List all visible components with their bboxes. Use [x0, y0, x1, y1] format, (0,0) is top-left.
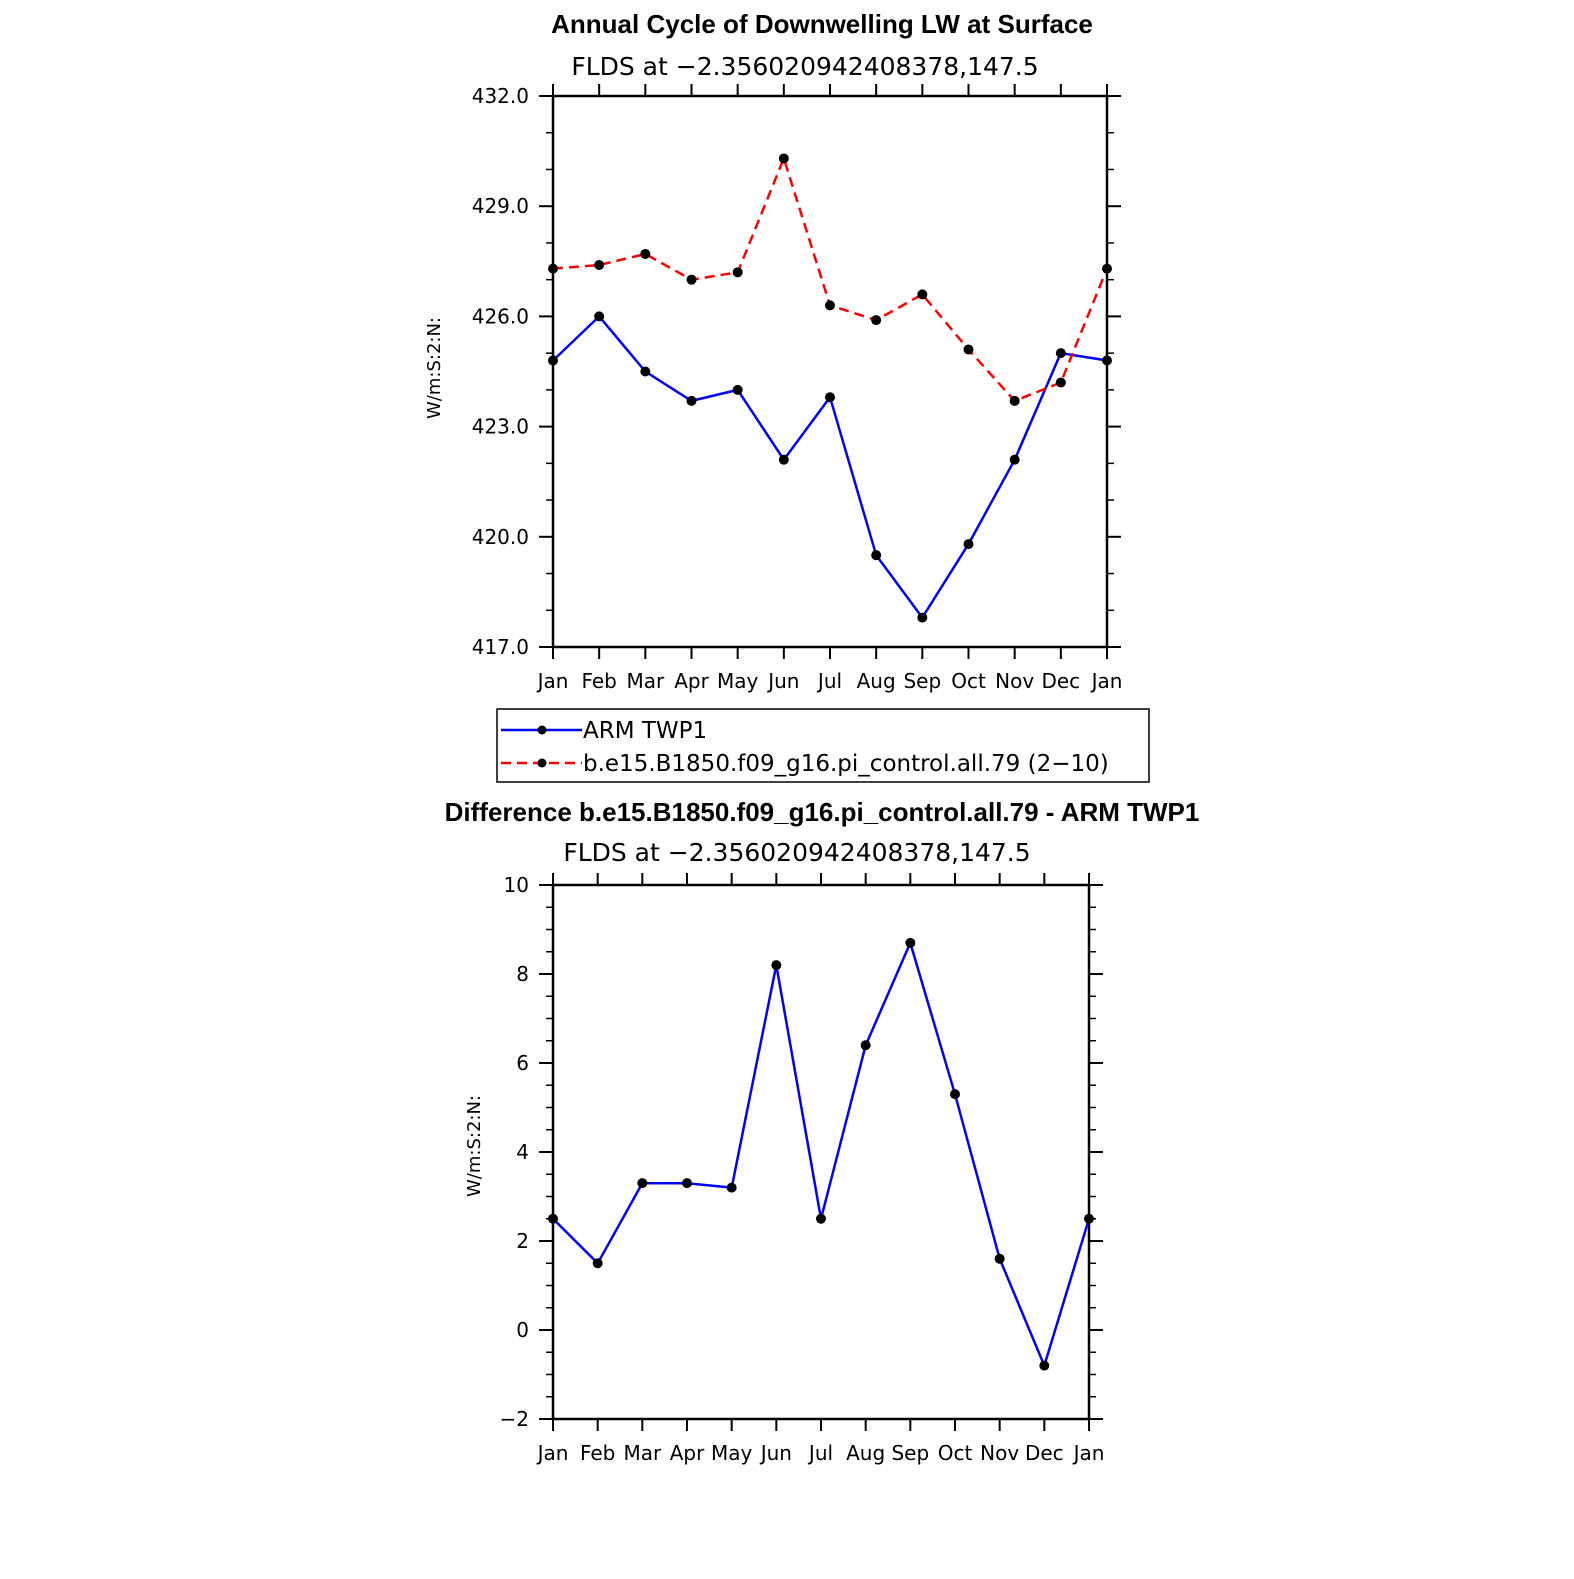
legend-marker-arm: [537, 725, 547, 735]
legend-label-model: b.e15.B1850.f09_g16.pi_control.all.79 (2…: [583, 751, 1109, 777]
chart-2-series-1-point: [905, 937, 916, 948]
chart-1-series-2-point: [871, 315, 882, 326]
chart-2-series-1-point: [816, 1213, 826, 1224]
chart-1-series-1-point: [686, 395, 697, 406]
chart-2-series-1-point: [1084, 1213, 1094, 1224]
chart-1-xtick-label: Jul: [816, 669, 842, 693]
chart-2-series-1-point: [994, 1253, 1005, 1264]
legend-box: [496, 708, 1150, 783]
chart-2-series-1-point: [771, 960, 782, 971]
chart-1-series-2-point: [640, 248, 651, 259]
chart-1-ytick-label: 417.0: [472, 635, 529, 659]
chart-1-series-2-point: [548, 263, 558, 274]
chart-1-series-2-point: [594, 259, 605, 270]
chart-2-ytick-label: 8: [516, 962, 529, 986]
chart-2-series-1-point: [726, 1182, 737, 1193]
chart-1-series-2-point: [1009, 395, 1020, 406]
chart-2-subtitle: FLDS at −2.356020942408378,147.5: [563, 838, 1030, 867]
chart-1-series-1-point: [963, 539, 974, 550]
chart-1-series-1-point: [1009, 454, 1020, 465]
chart-2-xtick-label: Aug: [846, 1441, 885, 1465]
chart-2-xtick-label: Jul: [807, 1441, 833, 1465]
chart-1-series-2-line: [552, 157, 1109, 403]
chart-1-ytick-label: 426.0: [472, 304, 529, 328]
chart-1-series-1-point: [825, 392, 835, 403]
chart-1-xtick-label: May: [717, 669, 759, 693]
chart-1-series-1-point: [640, 366, 651, 377]
chart-1-series-1-point: [778, 454, 789, 465]
chart-2-series-1-point: [592, 1258, 603, 1269]
legend-marker-model: [537, 758, 547, 768]
chart-1-series-1-point: [917, 612, 928, 623]
chart-1-series-1-point: [1055, 348, 1066, 359]
chart-1-xtick-label: Nov: [995, 669, 1034, 693]
chart-2-xtick-label: Apr: [670, 1441, 705, 1465]
chart-1-xtick-label: Jan: [536, 669, 569, 693]
chart-1-series-1-line: [552, 315, 1108, 619]
chart-1-xtick-label: Jan: [1090, 669, 1123, 693]
chart-2-series-1-point: [682, 1178, 692, 1189]
chart-1-series-2-point: [732, 267, 743, 278]
chart-1-series-2-point: [917, 289, 928, 300]
chart-2-xtick-label: Dec: [1025, 1441, 1064, 1465]
legend-label-arm: ARM TWP1: [583, 718, 707, 744]
chart-1-ytick-label: 432.0: [472, 84, 529, 108]
chart-2-ytick-label: 4: [516, 1140, 529, 1164]
chart-1-series-1-point: [1102, 355, 1112, 366]
chart-2-ylabel: W/m:S:2:N:: [464, 1095, 485, 1197]
chart-1-xtick-label: Aug: [857, 669, 896, 693]
chart-1-series-1-point: [548, 355, 558, 366]
chart-2-plot: Jan Feb Mar Apr May Jun Jul Aug Sep Oct Nov Dec Jan−…: [500, 873, 1105, 1465]
chart-1-series-2-point: [825, 300, 835, 311]
chart-1-frame: [551, 94, 1109, 649]
chart-2-xtick-label: Mar: [623, 1441, 662, 1465]
chart-2-frame: [551, 883, 1091, 1421]
chart-2-xtick-label: May: [711, 1441, 753, 1465]
chart-2-series-1-point: [1039, 1360, 1050, 1371]
chart-2-ytick-label: 6: [516, 1051, 529, 1075]
chart-1-series-2-point: [686, 274, 697, 285]
chart-1-series-1-point: [871, 550, 882, 561]
chart-1-xtick-label: Apr: [674, 669, 709, 693]
chart-2-series-1-point: [950, 1089, 960, 1100]
chart-2-xtick-label: Jun: [759, 1441, 792, 1465]
chart-1-series-2-point: [1055, 377, 1066, 388]
chart-2-ytick-label: −2: [500, 1407, 529, 1431]
chart-1-xtick-label: Oct: [951, 669, 986, 693]
chart-2-xtick-label: Nov: [980, 1441, 1019, 1465]
chart-1-series-2-point: [1102, 263, 1112, 274]
chart-1-ytick-label: 420.0: [472, 525, 529, 549]
chart-2-xtick-label: Jan: [536, 1441, 569, 1465]
chart-1-subtitle: FLDS at −2.356020942408378,147.5: [571, 52, 1038, 81]
chart-1-xtick-label: Sep: [903, 669, 941, 693]
chart-2-series-1-point: [860, 1040, 871, 1051]
chart-1-plot: Jan Feb Mar Apr May Jun Jul Aug Sep Oct Nov Dec Jan 4…: [472, 84, 1123, 693]
chart-2-series-1-point: [637, 1178, 648, 1189]
chart-2-ytick-label: 10: [504, 873, 529, 897]
chart-1-series-2-point: [778, 153, 789, 164]
chart-2-ytick-label: 2: [516, 1229, 529, 1253]
chart-1-xtick-label: Jun: [766, 669, 799, 693]
chart-2-xtick-label: Jan: [1072, 1441, 1105, 1465]
chart-2-xtick-label: Oct: [938, 1441, 973, 1465]
chart-1-ylabel: W/m:S:2:N:: [424, 317, 445, 419]
chart-1-xtick-label: Dec: [1041, 669, 1080, 693]
chart-1-series-1-point: [594, 311, 605, 322]
chart-1-ytick-label: 423.0: [472, 415, 529, 439]
chart-2-series-1-line: [552, 941, 1091, 1367]
chart-1-xtick-label: Feb: [581, 669, 616, 693]
chart-1-title: Annual Cycle of Downwelling LW at Surfac…: [551, 9, 1093, 39]
chart-2-xtick-label: Feb: [580, 1441, 615, 1465]
chart-1-xtick-label: Mar: [626, 669, 665, 693]
chart-1-series-2-point: [963, 344, 974, 355]
chart-2-xtick-label: Sep: [891, 1441, 929, 1465]
chart-2-title: Difference b.e15.B1850.f09_g16.pi_contro…: [445, 797, 1200, 827]
chart-1-series-1-point: [732, 384, 743, 395]
chart-1-ytick-label: 429.0: [472, 194, 529, 218]
chart-2-series-1-point: [548, 1213, 558, 1224]
chart-2-ytick-label: 0: [516, 1318, 529, 1342]
